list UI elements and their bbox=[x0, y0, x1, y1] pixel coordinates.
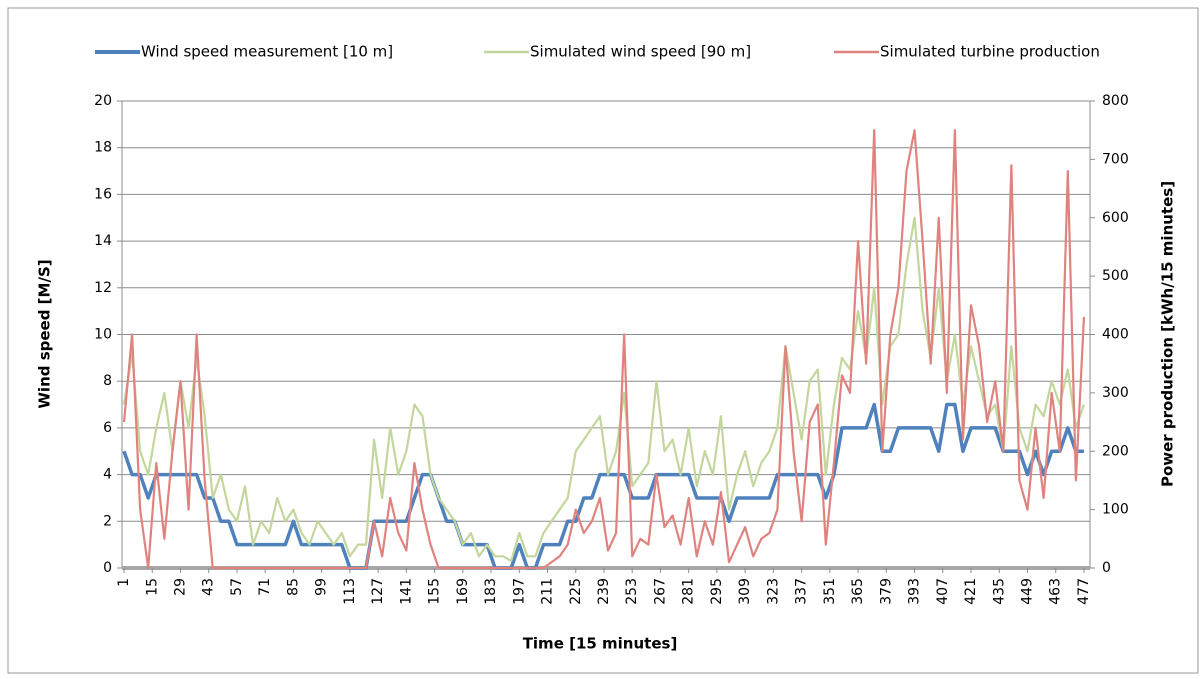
x-tick-label: 365 bbox=[850, 578, 866, 605]
x-axis-title: Time [15 minutes] bbox=[523, 635, 678, 653]
y2-tick-label: 500 bbox=[1102, 268, 1129, 284]
x-tick-label: 1 bbox=[116, 578, 132, 587]
y2-tick-label: 0 bbox=[1102, 560, 1111, 576]
legend-label: Wind speed measurement [10 m] bbox=[141, 43, 393, 61]
y2-tick-label: 800 bbox=[1102, 93, 1129, 109]
x-tick-label: 253 bbox=[624, 578, 640, 605]
x-tick-label: 85 bbox=[285, 578, 301, 596]
x-tick-label: 379 bbox=[878, 578, 894, 605]
y-tick-label: 6 bbox=[103, 420, 112, 436]
x-tick-label: 281 bbox=[681, 578, 697, 605]
chart-frame bbox=[7, 7, 1199, 674]
y2-tick-label: 600 bbox=[1102, 210, 1129, 226]
x-tick-label: 211 bbox=[540, 578, 556, 605]
y-tick-label: 8 bbox=[103, 373, 112, 389]
y-tick-label: 20 bbox=[94, 93, 112, 109]
x-tick-label: 141 bbox=[398, 578, 414, 605]
x-tick-label: 15 bbox=[144, 578, 160, 596]
x-tick-label: 295 bbox=[709, 578, 725, 605]
series-line bbox=[122, 402, 1084, 570]
x-tick-label: 169 bbox=[455, 578, 471, 605]
y-tick-label: 10 bbox=[94, 327, 112, 343]
y-tick-label: 12 bbox=[94, 280, 112, 296]
x-tick-label: 407 bbox=[935, 578, 951, 605]
x-tick-label: 197 bbox=[511, 578, 527, 605]
x-tick-label: 127 bbox=[370, 578, 386, 605]
legend-label: Simulated wind speed [90 m] bbox=[530, 43, 751, 61]
x-tick-label: 267 bbox=[652, 578, 668, 605]
x-tick-label: 449 bbox=[1019, 578, 1035, 605]
legend-label: Simulated turbine production bbox=[880, 43, 1100, 61]
x-tick-label: 337 bbox=[794, 578, 810, 605]
x-tick-label: 239 bbox=[596, 578, 612, 605]
x-tick-label: 421 bbox=[963, 578, 979, 605]
x-tick-label: 225 bbox=[568, 578, 584, 605]
y-axis-title: Wind speed [M/S] bbox=[36, 259, 54, 408]
y2-tick-label: 400 bbox=[1102, 327, 1129, 343]
x-tick-label: 309 bbox=[737, 578, 753, 605]
series-line bbox=[122, 216, 1085, 563]
x-tick-label: 71 bbox=[257, 578, 273, 596]
x-tick-label: 323 bbox=[765, 578, 781, 605]
x-tick-label: 99 bbox=[314, 578, 330, 596]
x-tick-label: 463 bbox=[1048, 578, 1064, 605]
x-tick-label: 155 bbox=[427, 578, 443, 605]
x-tick-label: 43 bbox=[201, 578, 217, 596]
y2-tick-label: 300 bbox=[1102, 385, 1129, 401]
x-tick-label: 57 bbox=[229, 578, 245, 596]
x-tick-label: 113 bbox=[342, 578, 358, 605]
x-tick-label: 435 bbox=[991, 578, 1007, 605]
y-tick-label: 14 bbox=[94, 233, 112, 249]
series-line bbox=[122, 129, 1086, 570]
y-tick-label: 16 bbox=[94, 186, 112, 202]
y2-tick-label: 200 bbox=[1102, 443, 1129, 459]
x-tick-label: 183 bbox=[483, 578, 499, 605]
x-tick-label: 393 bbox=[907, 578, 923, 605]
x-tick-label: 351 bbox=[822, 578, 838, 605]
y2-axis-title: Power production [kWh/15 minutes] bbox=[1159, 181, 1177, 487]
x-tick-label: 29 bbox=[172, 578, 188, 596]
y2-tick-label: 700 bbox=[1102, 151, 1129, 167]
y-tick-label: 18 bbox=[94, 140, 112, 156]
y-tick-label: 4 bbox=[103, 467, 112, 483]
x-tick-label: 477 bbox=[1076, 578, 1092, 605]
y-tick-label: 2 bbox=[103, 513, 112, 529]
y-tick-label: 0 bbox=[103, 560, 112, 576]
y2-tick-label: 100 bbox=[1102, 502, 1129, 518]
